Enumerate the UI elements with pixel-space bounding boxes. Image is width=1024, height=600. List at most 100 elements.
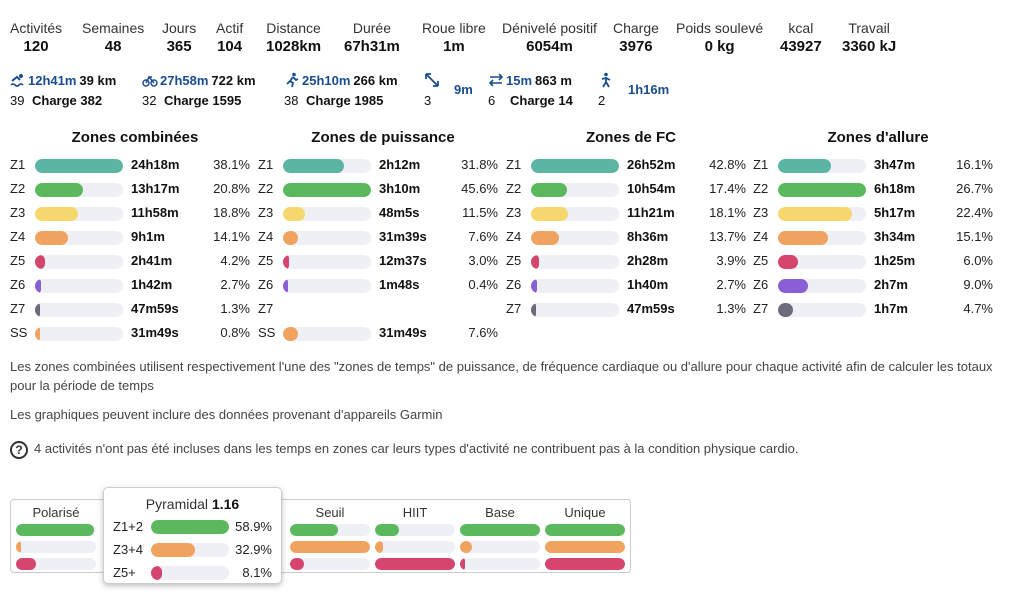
zone-time: 1h40m [627, 277, 669, 292]
zone-percent: 2.7% [220, 277, 250, 292]
zone-label: Z3 [506, 205, 522, 220]
swim-icon [10, 72, 26, 88]
zone-bar-track [283, 327, 371, 341]
zone-bar-track [778, 183, 866, 197]
sport-swim[interactable]: 12h41m 39 km 39 Charge 382 [10, 72, 116, 110]
distribution-model-base[interactable]: Base [460, 504, 540, 575]
zones-panel-title: Zones combinées [71, 129, 199, 146]
distribution-model-seuil[interactable]: Seuil [290, 504, 370, 575]
sport-time: 27h58m [160, 73, 209, 88]
zone-bar [531, 255, 540, 269]
zone-bar [35, 159, 123, 173]
model-bar-track [375, 541, 455, 553]
zone-label: Z6 [506, 277, 522, 292]
stat-label: kcal [788, 20, 814, 36]
zone-row-z4: Z4 31m39s 7.6% [258, 226, 498, 250]
stat-value: 1028km [266, 38, 322, 55]
zones-panel-title: Zones de FC [585, 129, 676, 146]
sport-distance: 863 m [535, 73, 572, 88]
zone-label: Z3 [258, 205, 274, 220]
zone-time: 2h28m [627, 253, 669, 268]
zone-percent: 3.9% [716, 253, 746, 268]
zone-row-z5: Z5 2h41m 4.2% [10, 250, 250, 274]
sport-time: 1h16m [628, 82, 670, 97]
zone-bar [531, 183, 567, 197]
zone-bar [778, 279, 808, 293]
zone-bar-track [531, 303, 619, 317]
zone-time: 5h17m [874, 205, 916, 220]
stat-days: Jours 365 [162, 19, 196, 56]
zone-row-z4: Z4 3h34m 15.1% [753, 226, 993, 250]
zone-label: Z1 [258, 157, 274, 172]
stat-distance: Distance 1028km [266, 19, 321, 56]
zone-percent: 42.8% [709, 157, 746, 172]
model-bar [290, 524, 338, 536]
sport-count: 6 [488, 93, 496, 108]
model-bar-track [290, 558, 370, 570]
zone-percent: 45.6% [461, 181, 498, 196]
sport-bike[interactable]: 27h58m 722 km 32 Charge 1595 [142, 72, 256, 110]
model-bar [460, 524, 540, 536]
sport-transition[interactable]: 15m 863 m 6 Charge 14 [488, 72, 573, 110]
zone-percent: 0.8% [220, 325, 250, 340]
zone-bar-track [35, 303, 123, 317]
zone-row-z4: Z4 8h36m 13.7% [506, 226, 746, 250]
zone-label: Z3 [10, 205, 26, 220]
stat-coasting: Roue libre 1m [422, 19, 486, 56]
tooltip-bar [151, 520, 229, 534]
sport-count: 38 [284, 93, 299, 108]
model-bar [375, 558, 455, 570]
stat-label: Poids soulevé [676, 20, 764, 36]
model-bar-track [16, 558, 96, 570]
zone-label: Z7 [10, 301, 26, 316]
model-bar-track [545, 541, 625, 553]
stat-label: Actif [216, 20, 244, 36]
zone-time: 6h18m [874, 181, 916, 196]
zones-panel-title: Zones de puissance [311, 129, 455, 146]
zone-bar-track [35, 327, 123, 341]
model-bar-track [16, 524, 96, 536]
zone-row-z3: Z3 11h58m 18.8% [10, 202, 250, 226]
sport-other[interactable]: 3 9m [424, 72, 473, 110]
zone-time: 2h41m [131, 253, 173, 268]
sport-run[interactable]: 25h10m 266 km 38 Charge 1985 [284, 72, 398, 110]
model-bar-track [460, 558, 540, 570]
zone-bar [283, 255, 289, 269]
stat-weeks: Semaines 48 [82, 19, 144, 56]
sport-charge: Charge 1595 [164, 93, 242, 108]
zone-bar-track [778, 159, 866, 173]
distribution-model-polarisé[interactable]: Polarisé [16, 504, 96, 575]
zone-bar [35, 279, 42, 293]
zone-bar [283, 207, 306, 221]
zone-bar-track [283, 207, 371, 221]
zone-row-z3: Z3 48m5s 11.5% [258, 202, 498, 226]
zone-label: SS [258, 325, 276, 340]
zone-bar [531, 159, 619, 173]
distribution-model-hiit[interactable]: HIIT [375, 504, 455, 575]
help-icon[interactable]: ? [10, 440, 28, 459]
zone-label: Z1 [753, 157, 769, 172]
bike-icon [142, 72, 158, 88]
zone-label: Z7 [753, 301, 769, 316]
zone-bar [283, 279, 289, 293]
zone-percent: 7.6% [468, 229, 498, 244]
stat-label: Roue libre [422, 20, 486, 36]
zone-label: Z4 [506, 229, 522, 244]
stat-active: Actif 104 [216, 19, 243, 56]
zone-time: 3h34m [874, 229, 916, 244]
stat-value: 67h31m [344, 38, 400, 55]
sport-walk[interactable]: 2 1h16m [598, 72, 669, 110]
sport-time: 12h41m [28, 73, 77, 88]
stat-kcal: kcal 43927 [780, 19, 822, 56]
zone-bar-track [283, 183, 371, 197]
tooltip-row: Z1+2 58.9% [104, 515, 281, 536]
model-bar-track [16, 541, 96, 553]
tooltip-bar-track [151, 566, 229, 580]
zone-percent: 6.0% [963, 253, 993, 268]
zone-percent: 13.7% [709, 229, 746, 244]
zone-bar [778, 183, 866, 197]
zone-label: Z2 [258, 181, 274, 196]
tooltip-row-label: Z3+4 [113, 542, 143, 557]
distribution-model-unique[interactable]: Unique [545, 504, 625, 575]
zone-bar-track [531, 255, 619, 269]
